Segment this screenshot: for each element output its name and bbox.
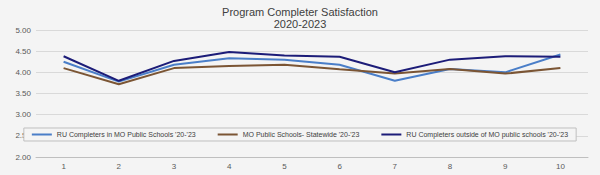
svg-text:6: 6 [337,162,342,171]
svg-text:3.50: 3.50 [15,89,31,98]
svg-text:4.00: 4.00 [15,68,31,77]
svg-text:3.00: 3.00 [15,110,31,119]
svg-text:2020-2023: 2020-2023 [274,18,327,30]
svg-text:1: 1 [61,162,66,171]
svg-text:7: 7 [393,162,398,171]
svg-text:Program Completer Satisfaction: Program Completer Satisfaction [222,6,378,18]
svg-text:RU Completers in MO Public Sch: RU Completers in MO Public Schools '20-'… [57,131,196,139]
svg-text:RU Completers outside of MO pu: RU Completers outside of MO public schoo… [406,131,568,139]
svg-text:10: 10 [556,162,565,171]
svg-text:2: 2 [117,162,122,171]
svg-text:3: 3 [172,162,177,171]
svg-text:2.00: 2.00 [15,153,31,162]
svg-text:4: 4 [227,162,232,171]
svg-text:4.50: 4.50 [15,47,31,56]
svg-text:MO Public Schools- Statewide ': MO Public Schools- Statewide '20-'23 [243,131,360,138]
svg-text:9: 9 [503,162,508,171]
svg-text:5.00: 5.00 [15,26,31,35]
svg-text:8: 8 [448,162,453,171]
svg-text:5: 5 [282,162,287,171]
